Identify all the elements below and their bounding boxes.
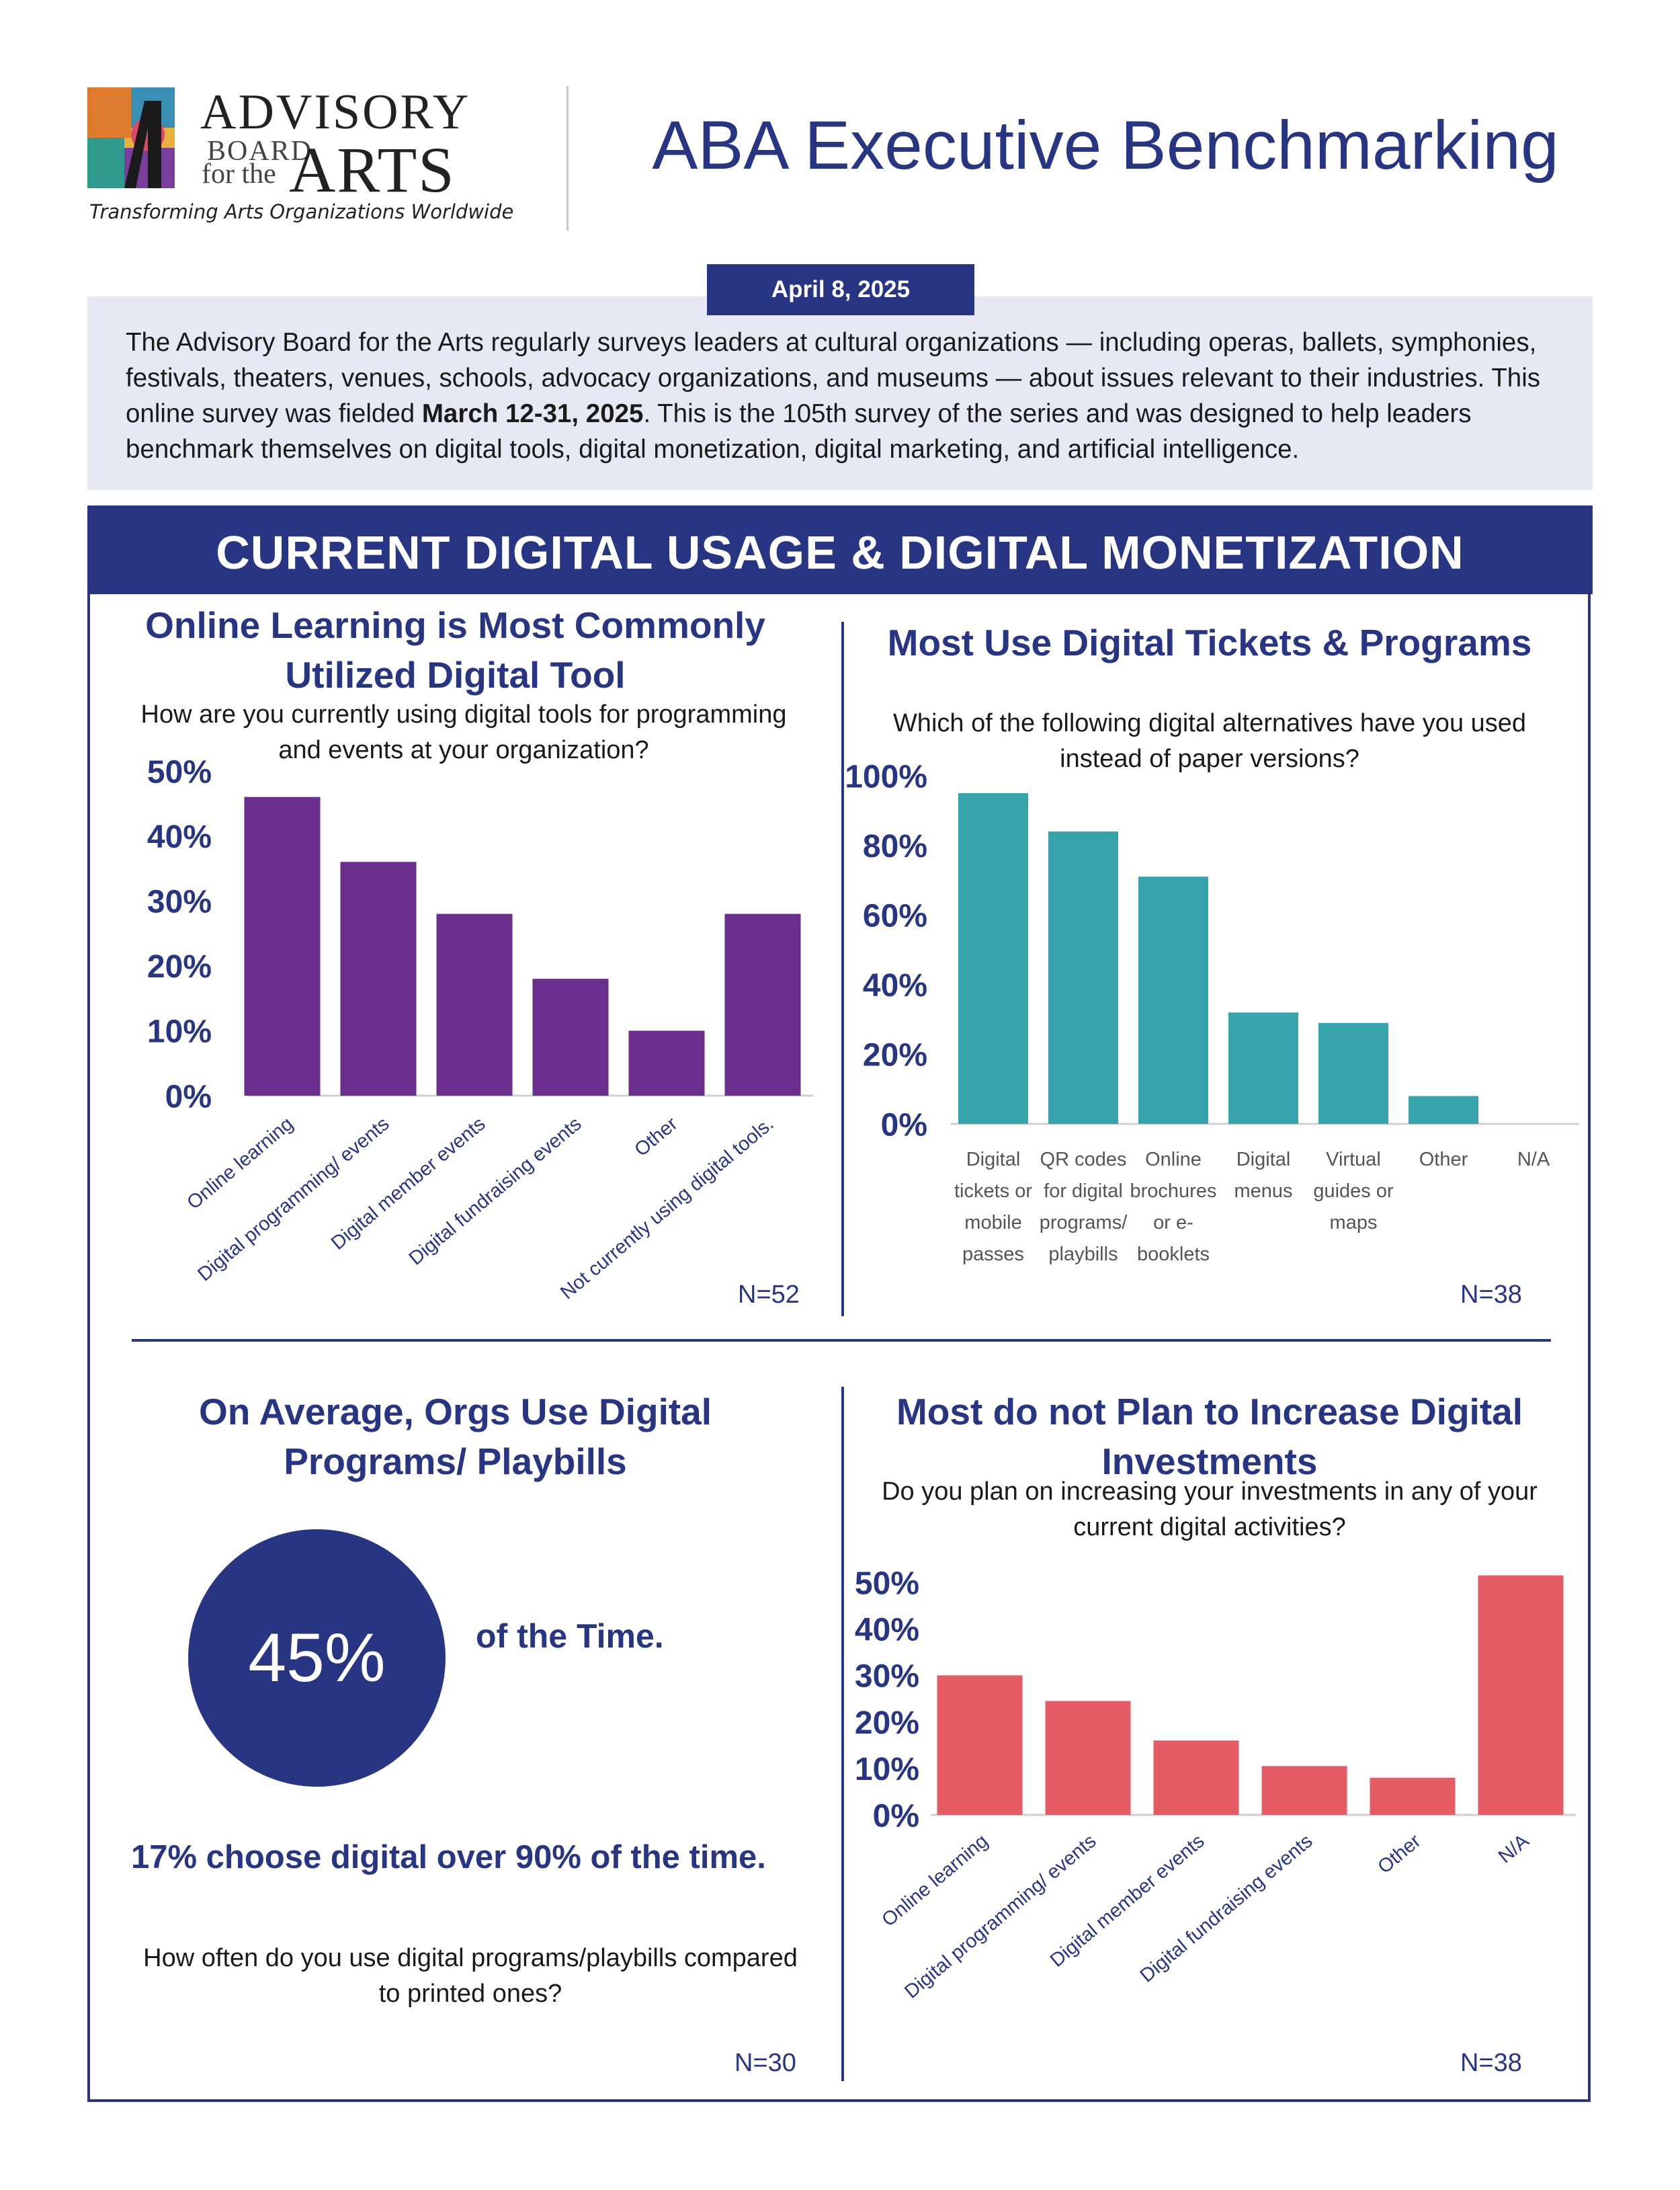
bar bbox=[628, 1030, 705, 1096]
header-divider bbox=[566, 86, 569, 231]
x-tick-label: Digital programming/ events bbox=[900, 1830, 1100, 2003]
tools-title-line-1: Online Learning is Most Commonly bbox=[145, 604, 765, 646]
bar bbox=[724, 914, 801, 1096]
x-tick-label: Digital programming/ events bbox=[194, 1113, 393, 1286]
logo-word-arts: ARTS bbox=[289, 134, 456, 206]
bar bbox=[1409, 1096, 1478, 1124]
y-tick-label: 20% bbox=[863, 1038, 927, 1073]
tools-title-line-2: Utilized Digital Tool bbox=[285, 654, 626, 696]
bar bbox=[1261, 1766, 1347, 1815]
playbills-title-line-2: Programs/ Playbills bbox=[284, 1441, 627, 1482]
investments-bar-chart: 0%10%20%30%40%50%Online learningDigital … bbox=[855, 1566, 1576, 2003]
y-tick-label: 40% bbox=[855, 1612, 919, 1648]
tools-sample-size: N=52 bbox=[738, 1281, 800, 1309]
y-tick-label: 0% bbox=[881, 1107, 927, 1143]
y-tick-label: 10% bbox=[147, 1014, 212, 1050]
y-tick-label: 40% bbox=[147, 819, 212, 855]
bar bbox=[1318, 1022, 1388, 1124]
tickets-sample-size: N=38 bbox=[1460, 1281, 1522, 1309]
bar bbox=[1153, 1740, 1239, 1815]
intro-text-start: The Advisory Board for the Arts regularl… bbox=[126, 328, 1541, 428]
average-usage-circle: 45% bbox=[188, 1529, 446, 1787]
x-tick-label: N/A bbox=[1517, 1149, 1550, 1170]
x-tick-label: Other bbox=[630, 1113, 681, 1161]
bar bbox=[937, 1675, 1023, 1815]
x-tick-label: Digital menus bbox=[1234, 1149, 1292, 1202]
x-tick-label: Virtual guides or maps bbox=[1313, 1149, 1394, 1233]
y-tick-label: 0% bbox=[165, 1079, 212, 1114]
x-tick-label: Digital fundraising events bbox=[405, 1113, 586, 1270]
section-banner: CURRENT DIGITAL USAGE & DIGITAL MONETIZA… bbox=[87, 505, 1593, 594]
playbills-sample-size: N=30 bbox=[734, 2049, 796, 2077]
bar bbox=[1228, 1012, 1298, 1124]
y-tick-label: 40% bbox=[863, 968, 927, 1004]
intro-box bbox=[87, 296, 1593, 490]
investments-panel-question: Do you plan on increasing your investmen… bbox=[882, 1477, 1538, 1541]
logo-mark-icon bbox=[87, 87, 175, 188]
date-badge: April 8, 2025 bbox=[707, 264, 974, 315]
x-tick-label: QR codes for digital programs/playbills bbox=[1040, 1149, 1128, 1265]
tickets-panel-title: Most Use Digital Tickets & Programs bbox=[887, 622, 1532, 663]
investments-title-line-2: Investments bbox=[1101, 1441, 1318, 1482]
intro-text-dates: March 12-31, 2025 bbox=[421, 399, 644, 428]
logo-word-advisory: ADVISORY bbox=[200, 85, 471, 140]
section-frame bbox=[87, 505, 1591, 2102]
y-tick-label: 10% bbox=[855, 1752, 919, 1787]
y-tick-label: 20% bbox=[147, 949, 212, 985]
investments-panel-title: Most do not Plan to Increase Digital Inv… bbox=[857, 1387, 1562, 1486]
logo-word-for-the: for the bbox=[202, 159, 276, 190]
page-title: ABA Executive Benchmarking bbox=[652, 107, 1559, 184]
investments-sample-size: N=38 bbox=[1460, 2049, 1522, 2077]
digital-over-90-stat: 17% choose digital over 90% of the time. bbox=[131, 1839, 766, 1875]
x-tick-label: Other bbox=[1374, 1830, 1425, 1878]
y-tick-label: 80% bbox=[863, 829, 927, 864]
intro-text: The Advisory Board for the Arts regularl… bbox=[126, 325, 1570, 467]
y-tick-label: 100% bbox=[845, 759, 927, 795]
y-tick-label: 20% bbox=[855, 1705, 919, 1741]
tools-panel-title: Online Learning is Most Commonly Utilize… bbox=[101, 600, 810, 700]
average-usage-suffix: of the Time. bbox=[476, 1617, 664, 1655]
x-tick-label: Digital tickets or mobile passes bbox=[954, 1149, 1032, 1265]
intro-text-end: . This is the 105th survey of the series… bbox=[126, 399, 1472, 464]
bar bbox=[1048, 831, 1118, 1124]
tools-panel-question: How are you currently using digital tool… bbox=[140, 700, 787, 764]
y-tick-label: 50% bbox=[855, 1566, 919, 1601]
y-tick-label: 30% bbox=[147, 884, 212, 920]
tools-bar-chart: 0%10%20%30%40%50%Online learningDigital … bbox=[147, 754, 813, 1303]
bar bbox=[1045, 1701, 1131, 1815]
tickets-panel-question: Which of the following digital alternati… bbox=[892, 709, 1527, 773]
bar bbox=[244, 797, 321, 1096]
logo-word-board: BOARD bbox=[207, 136, 313, 167]
x-tick-label: Digital fundraising events bbox=[1136, 1830, 1317, 1987]
playbills-panel-title: On Average, Orgs Use Digital Programs/ P… bbox=[101, 1387, 810, 1486]
logo-tagline: Transforming Arts Organizations Worldwid… bbox=[89, 200, 514, 223]
investments-title-line-1: Most do not Plan to Increase Digital bbox=[896, 1391, 1523, 1432]
logo: ADVISORY BOARD for the ARTS Transforming… bbox=[87, 85, 513, 235]
bar bbox=[340, 862, 417, 1096]
bar bbox=[958, 793, 1028, 1124]
y-tick-label: 50% bbox=[147, 754, 212, 790]
bar bbox=[532, 979, 609, 1096]
playbills-title-line-1: On Average, Orgs Use Digital bbox=[198, 1391, 712, 1432]
y-tick-label: 30% bbox=[855, 1659, 919, 1695]
x-tick-label: Online brochures or e-booklets bbox=[1130, 1149, 1217, 1265]
horizontal-divider bbox=[132, 1339, 1551, 1342]
bar bbox=[1478, 1575, 1564, 1815]
tickets-bar-chart: 0% 20% 40% 60% 80% 100% Digital tickets or mobil… bbox=[845, 759, 1579, 1265]
x-tick-label: N/A bbox=[1495, 1830, 1534, 1867]
y-tick-label: 0% bbox=[873, 1798, 919, 1834]
x-tick-label: Digital member events bbox=[327, 1113, 490, 1254]
vertical-divider-top bbox=[841, 622, 844, 1316]
vertical-divider-bottom bbox=[841, 1387, 844, 2081]
x-tick-label: Online learning bbox=[878, 1830, 992, 1931]
x-tick-label: Other bbox=[1419, 1149, 1468, 1170]
playbills-panel-question: How often do you use digital programs/pl… bbox=[143, 1944, 798, 2008]
bar bbox=[1138, 877, 1208, 1124]
bar bbox=[1370, 1777, 1456, 1815]
bar bbox=[436, 914, 513, 1096]
y-tick-label: 60% bbox=[863, 898, 927, 934]
